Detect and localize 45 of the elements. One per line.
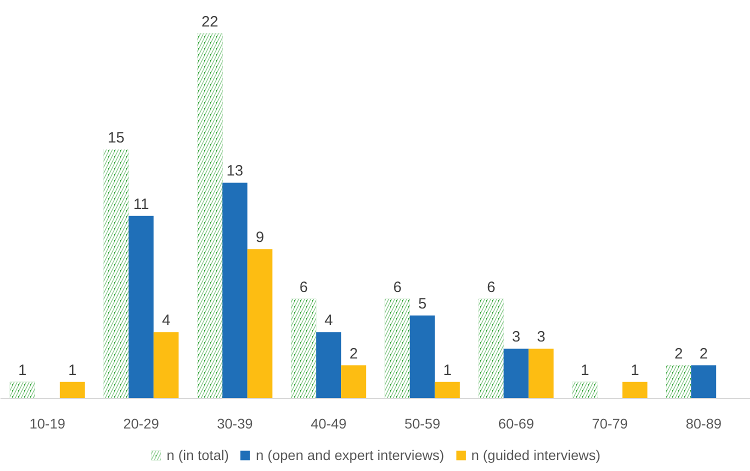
bar <box>60 382 85 398</box>
bar <box>622 382 648 398</box>
x-tick-label: 50-59 <box>404 415 440 432</box>
x-tick-label: 30-39 <box>216 415 253 432</box>
bar <box>128 216 154 398</box>
data-label: 15 <box>108 130 124 147</box>
data-label: 3 <box>536 328 546 346</box>
data-label: 2 <box>349 345 358 362</box>
data-label: 3 <box>512 328 520 346</box>
x-tick-label: 70-79 <box>592 415 628 432</box>
bar <box>504 348 529 398</box>
bar <box>222 182 248 398</box>
bar <box>154 332 179 398</box>
legend-label: n (guided interviews) <box>471 447 600 463</box>
bar <box>434 382 460 398</box>
data-label: 6 <box>393 278 402 296</box>
data-label: 6 <box>299 278 308 296</box>
x-tick-label: 20-29 <box>123 415 160 432</box>
bar <box>410 315 435 398</box>
bar <box>691 365 716 398</box>
x-tick-label: 80-89 <box>686 415 722 432</box>
legend-label: n (open and expert interviews) <box>256 447 444 463</box>
legend-label: n (in total) <box>166 447 229 463</box>
data-label: 4 <box>324 312 333 330</box>
bar <box>341 365 366 398</box>
x-tick-label: 60-69 <box>498 415 534 432</box>
data-label: 11 <box>133 196 149 213</box>
data-label: 9 <box>256 229 264 246</box>
data-label: 2 <box>674 345 683 362</box>
data-label: 1 <box>580 362 590 379</box>
bar <box>316 332 342 398</box>
x-tick-label: 40-49 <box>310 415 347 432</box>
data-label: 6 <box>486 278 496 296</box>
data-label: 5 <box>418 295 427 312</box>
data-label: 4 <box>162 312 170 330</box>
data-label: 22 <box>202 13 218 30</box>
data-label: 1 <box>18 362 27 379</box>
data-label: 1 <box>68 362 77 379</box>
data-label: 1 <box>630 362 640 379</box>
bar <box>247 249 272 398</box>
data-label: 1 <box>443 362 452 379</box>
data-label: 13 <box>226 162 244 180</box>
bar <box>528 348 554 398</box>
x-tick-label: 10-19 <box>29 415 66 432</box>
data-label: 2 <box>699 345 708 362</box>
